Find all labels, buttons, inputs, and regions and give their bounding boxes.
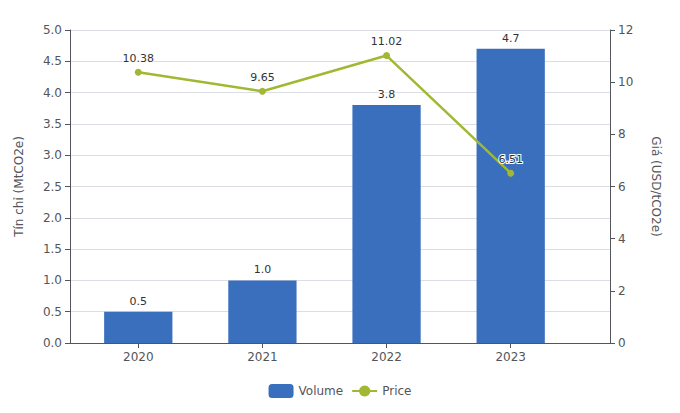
svg-text:0: 0: [618, 336, 626, 350]
svg-text:4: 4: [618, 232, 626, 246]
svg-text:8: 8: [618, 127, 626, 141]
svg-text:2021: 2021: [247, 350, 278, 364]
svg-text:0.5: 0.5: [130, 295, 148, 308]
svg-text:1.0: 1.0: [43, 273, 62, 287]
svg-text:6: 6: [618, 180, 626, 194]
svg-text:Tín chỉ (MtCO2e): Tín chỉ (MtCO2e): [12, 136, 26, 238]
svg-text:5.0: 5.0: [43, 23, 62, 37]
svg-text:10: 10: [618, 75, 633, 89]
svg-text:12: 12: [618, 23, 633, 37]
svg-text:3.0: 3.0: [43, 148, 62, 162]
svg-text:10.38: 10.38: [123, 52, 155, 65]
svg-text:4.7: 4.7: [502, 32, 520, 45]
svg-text:2020: 2020: [123, 350, 154, 364]
svg-text:0.0: 0.0: [43, 336, 62, 350]
svg-text:Volume: Volume: [299, 384, 344, 398]
svg-text:4.5: 4.5: [43, 54, 62, 68]
svg-text:6.51: 6.51: [498, 153, 523, 166]
svg-text:1.0: 1.0: [254, 263, 272, 276]
svg-text:3.8: 3.8: [378, 88, 396, 101]
svg-text:2.5: 2.5: [43, 180, 62, 194]
svg-text:2023: 2023: [495, 350, 526, 364]
svg-text:4.0: 4.0: [43, 86, 62, 100]
svg-text:Price: Price: [382, 384, 411, 398]
svg-text:2022: 2022: [371, 350, 402, 364]
svg-text:0.5: 0.5: [43, 305, 62, 319]
svg-text:9.65: 9.65: [250, 71, 275, 84]
svg-text:Giá (USD/tCO2e): Giá (USD/tCO2e): [649, 136, 663, 236]
svg-text:11.02: 11.02: [371, 35, 403, 48]
svg-text:1.5: 1.5: [43, 242, 62, 256]
svg-text:2: 2: [618, 284, 626, 298]
svg-text:2.0: 2.0: [43, 211, 62, 225]
svg-text:3.5: 3.5: [43, 117, 62, 131]
